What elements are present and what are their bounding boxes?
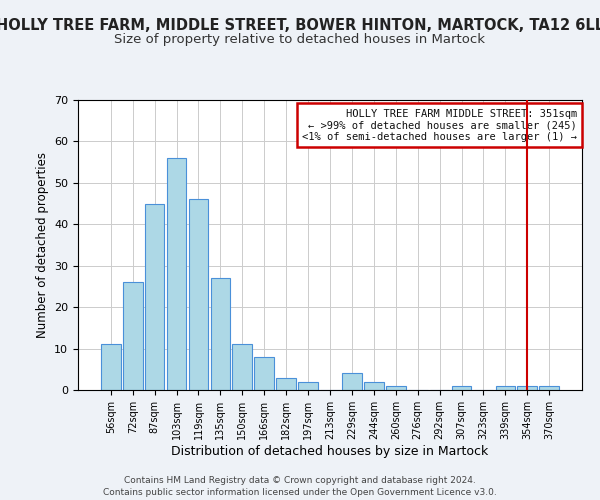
Bar bbox=[364, 382, 384, 390]
Bar bbox=[101, 344, 121, 390]
Bar bbox=[145, 204, 164, 390]
Text: Contains public sector information licensed under the Open Government Licence v3: Contains public sector information licen… bbox=[103, 488, 497, 497]
Text: Contains HM Land Registry data © Crown copyright and database right 2024.: Contains HM Land Registry data © Crown c… bbox=[124, 476, 476, 485]
Bar bbox=[188, 200, 208, 390]
Bar bbox=[342, 374, 362, 390]
Bar bbox=[167, 158, 187, 390]
Bar bbox=[496, 386, 515, 390]
Bar bbox=[452, 386, 472, 390]
Y-axis label: Number of detached properties: Number of detached properties bbox=[35, 152, 49, 338]
Bar bbox=[539, 386, 559, 390]
Bar bbox=[254, 357, 274, 390]
Bar bbox=[276, 378, 296, 390]
Bar bbox=[298, 382, 318, 390]
Bar bbox=[232, 344, 252, 390]
X-axis label: Distribution of detached houses by size in Martock: Distribution of detached houses by size … bbox=[172, 444, 488, 458]
Text: HOLLY TREE FARM, MIDDLE STREET, BOWER HINTON, MARTOCK, TA12 6LL: HOLLY TREE FARM, MIDDLE STREET, BOWER HI… bbox=[0, 18, 600, 32]
Bar bbox=[386, 386, 406, 390]
Text: Size of property relative to detached houses in Martock: Size of property relative to detached ho… bbox=[115, 32, 485, 46]
Bar bbox=[517, 386, 537, 390]
Text: HOLLY TREE FARM MIDDLE STREET: 351sqm
← >99% of detached houses are smaller (245: HOLLY TREE FARM MIDDLE STREET: 351sqm ← … bbox=[302, 108, 577, 142]
Bar bbox=[123, 282, 143, 390]
Bar bbox=[211, 278, 230, 390]
